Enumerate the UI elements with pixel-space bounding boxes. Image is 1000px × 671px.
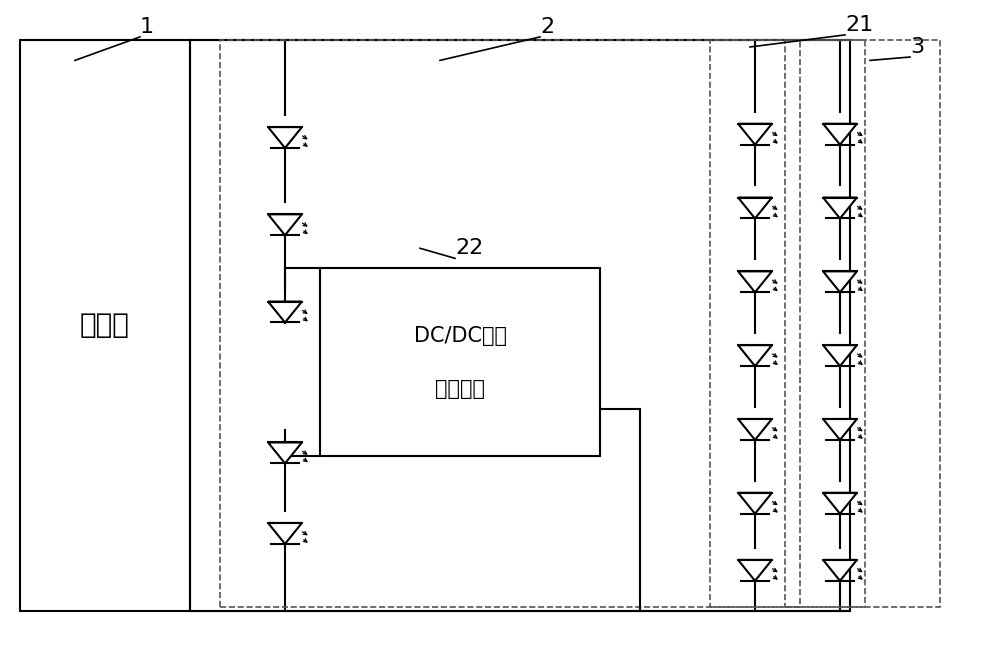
Bar <box>785 40 940 607</box>
Text: 2: 2 <box>540 17 554 37</box>
Text: 3: 3 <box>910 37 924 57</box>
Polygon shape <box>738 123 772 145</box>
Text: 恒压源: 恒压源 <box>80 311 130 340</box>
Polygon shape <box>738 419 772 440</box>
Polygon shape <box>738 271 772 293</box>
Text: 处理电路: 处理电路 <box>435 379 485 399</box>
Polygon shape <box>823 419 857 440</box>
Polygon shape <box>823 493 857 514</box>
Polygon shape <box>823 560 857 581</box>
Bar <box>710 40 865 607</box>
Polygon shape <box>738 493 772 514</box>
Polygon shape <box>268 523 302 544</box>
Polygon shape <box>268 214 302 236</box>
Polygon shape <box>738 560 772 581</box>
Polygon shape <box>268 301 302 323</box>
Bar <box>20 40 190 611</box>
Polygon shape <box>823 345 857 366</box>
Bar <box>220 40 800 607</box>
Polygon shape <box>268 442 302 464</box>
Polygon shape <box>823 123 857 145</box>
Text: DC/DC功率: DC/DC功率 <box>414 325 507 346</box>
Text: 1: 1 <box>140 17 154 37</box>
Polygon shape <box>738 345 772 366</box>
Polygon shape <box>738 197 772 219</box>
Bar <box>190 40 850 611</box>
Text: 22: 22 <box>455 238 483 258</box>
Polygon shape <box>823 197 857 219</box>
Text: 21: 21 <box>845 15 873 35</box>
Polygon shape <box>268 127 302 148</box>
Bar <box>320 268 600 456</box>
Polygon shape <box>823 271 857 293</box>
